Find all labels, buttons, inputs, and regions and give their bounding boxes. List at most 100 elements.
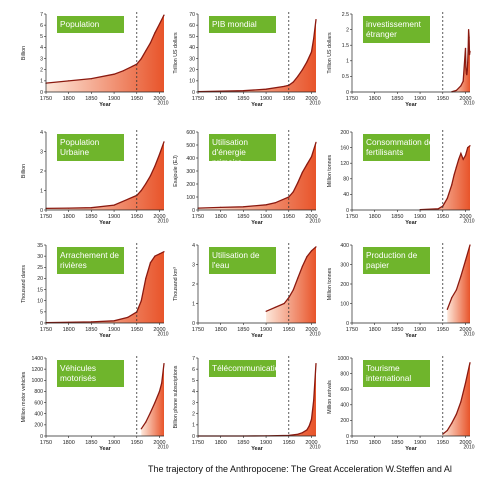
data-point (464, 382, 467, 384)
y-tick-label: 120 (340, 161, 349, 167)
data-point (145, 183, 147, 185)
y-tick-label: 2 (192, 412, 195, 418)
panel-title-box (57, 134, 124, 161)
data-point (468, 29, 470, 31)
y-tick-label: 3 (192, 262, 195, 268)
data-point (161, 382, 163, 384)
x-tick-label: 1900 (414, 96, 426, 102)
panel-title-box (57, 16, 124, 33)
data-point (68, 80, 70, 82)
data-point (455, 166, 457, 168)
y-tick-label: 100 (340, 301, 349, 307)
x-axis-label: Year (251, 333, 263, 339)
y-tick-label: 0 (40, 321, 43, 327)
x-tick-label: 1850 (85, 327, 97, 333)
x-tick-label: 2000 (459, 327, 471, 333)
y-tick-label: 4 (40, 130, 43, 136)
data-point (306, 256, 308, 258)
x-axis-label: Year (251, 446, 263, 452)
y-tick-label: 300 (340, 262, 349, 268)
data-point (446, 308, 448, 310)
data-point (163, 363, 165, 365)
y-tick-label: 1000 (31, 378, 43, 384)
y-tick-label: 800 (340, 371, 349, 377)
x-tick-label: 1750 (346, 96, 358, 102)
data-point (163, 141, 165, 143)
x-axis-label: Year (99, 446, 111, 452)
data-point (469, 244, 471, 246)
y-tick-label: 60 (189, 23, 195, 29)
x-tick-label: 1850 (237, 440, 249, 446)
series-area (266, 246, 316, 323)
data-point (460, 152, 462, 154)
y-tick-label: 5 (40, 34, 43, 40)
x-tick-label: 2000 (153, 327, 165, 333)
data-point (313, 399, 315, 401)
data-point (466, 69, 468, 71)
x-tick-label: 1800 (215, 440, 227, 446)
y-tick-label: 5 (40, 310, 43, 316)
data-point (145, 277, 147, 279)
y-tick-label: 40 (343, 192, 349, 198)
data-point (455, 89, 457, 91)
data-point (465, 72, 467, 74)
y-tick-label: 2 (40, 68, 43, 74)
y-tick-label: 1200 (31, 367, 43, 373)
y-tick-label: 25 (37, 265, 43, 271)
x-end-tick-label: 2010 (157, 445, 168, 451)
x-tick-label: 2000 (459, 440, 471, 446)
data-point (140, 428, 142, 430)
y-tick-label: 5 (192, 378, 195, 384)
y-tick-label: 70 (189, 12, 195, 18)
data-point (242, 206, 244, 208)
data-point (451, 422, 453, 424)
x-tick-label: 1850 (391, 440, 403, 446)
y-tick-label: 2.5 (342, 12, 349, 18)
y-tick-label: 600 (34, 400, 43, 406)
y-axis-label: Million tonnes (327, 154, 333, 187)
y-tick-label: 0 (192, 90, 195, 96)
data-point (265, 310, 267, 312)
x-tick-label: 1800 (215, 214, 227, 220)
x-tick-label: 1800 (63, 96, 75, 102)
data-point (149, 42, 151, 44)
x-tick-label: 2000 (153, 440, 165, 446)
y-tick-label: 0 (40, 434, 43, 440)
y-tick-label: 2 (40, 169, 43, 175)
y-tick-label: 3 (40, 149, 43, 155)
figure-caption: The trajectory of the Anthropocene: The … (148, 464, 452, 474)
x-tick-label: 1900 (414, 440, 426, 446)
panel-title: l'eau (212, 260, 230, 270)
x-tick-label: 1850 (237, 327, 249, 333)
series-area (46, 251, 164, 323)
panel-title-box (209, 134, 276, 161)
y-tick-label: 600 (340, 387, 349, 393)
y-axis-label: Million arrivals (327, 380, 333, 414)
panel-title: fertilisants (366, 147, 403, 157)
y-tick-label: 35 (37, 243, 43, 249)
x-tick-label: 1750 (192, 214, 204, 220)
y-tick-label: 1 (40, 79, 43, 85)
y-tick-label: 0 (346, 208, 349, 214)
data-point (313, 37, 315, 40)
data-point (315, 19, 317, 21)
y-tick-label: 100 (186, 195, 195, 201)
data-point (149, 175, 151, 177)
data-point (315, 246, 317, 248)
data-point (274, 202, 276, 204)
y-tick-label: 10 (37, 299, 43, 305)
data-point (292, 289, 294, 291)
y-tick-label: 400 (340, 243, 349, 249)
data-point (462, 80, 464, 82)
x-end-tick-label: 2010 (157, 332, 168, 338)
panel-title: Population (60, 19, 100, 29)
data-point (288, 196, 290, 198)
x-tick-label: 1900 (260, 327, 272, 333)
y-tick-label: 200 (340, 282, 349, 288)
data-point (458, 158, 460, 160)
y-tick-label: 1400 (31, 356, 43, 362)
series-line (45, 251, 165, 324)
